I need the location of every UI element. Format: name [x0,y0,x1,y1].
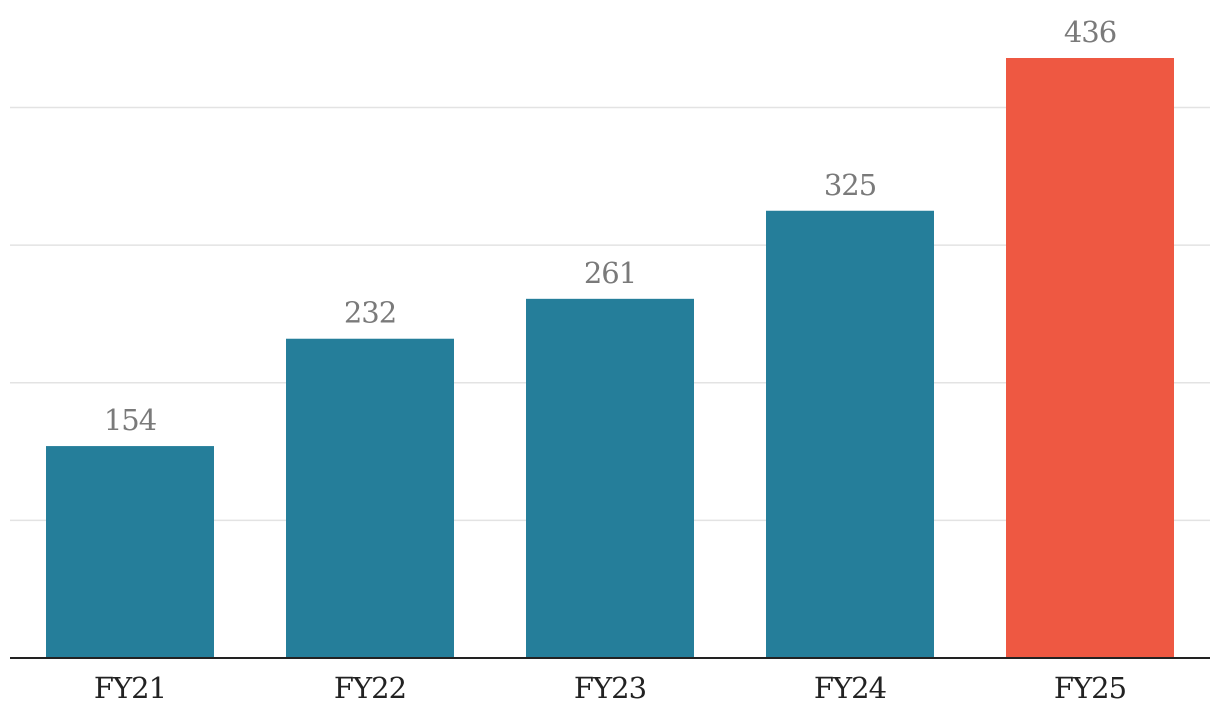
value-labels: 154 232 261 325 436 [104,15,1117,437]
bars [46,58,1174,658]
category-label-fy23: FY23 [574,671,646,705]
value-label-fy22: 232 [344,296,396,330]
category-label-fy21: FY21 [94,671,166,705]
bar-fy25 [1006,58,1174,658]
bar-fy22 [286,338,454,658]
bar-fy23 [526,298,694,658]
category-labels: FY21 FY22 FY23 FY24 FY25 [94,671,1127,705]
value-label-fy25: 436 [1064,15,1116,49]
category-label-fy25: FY25 [1054,671,1126,705]
bar-fy21 [46,446,214,658]
value-label-fy24: 325 [824,168,876,202]
value-label-fy23: 261 [584,256,636,290]
bar-fy24 [766,210,934,658]
category-label-fy24: FY24 [814,671,886,705]
value-label-fy21: 154 [104,403,156,437]
category-label-fy22: FY22 [334,671,406,705]
